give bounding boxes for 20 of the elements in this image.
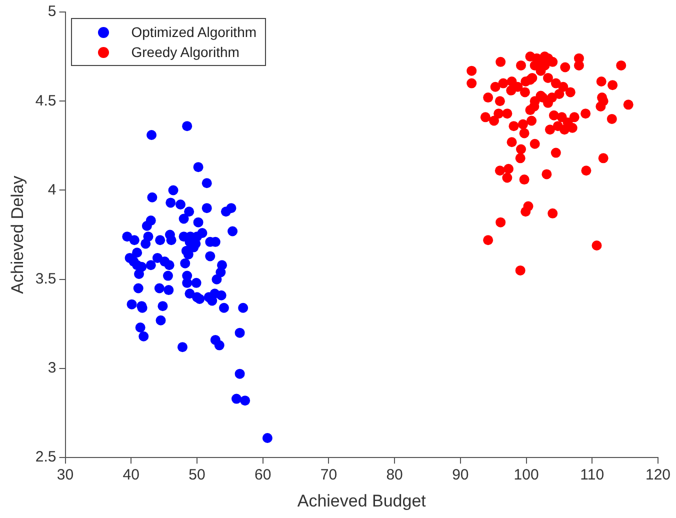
- y-tick-label: 5: [48, 3, 56, 20]
- x-tick-label: 40: [122, 466, 140, 484]
- x-tick-label: 30: [56, 466, 74, 484]
- y-tick-label: 3.5: [35, 270, 56, 288]
- x-tick-label: 120: [645, 466, 671, 484]
- y-axis-title: Achieved Delay: [8, 175, 27, 294]
- legend-label: Optimized Algorithm: [131, 24, 257, 40]
- y-tick-label: 4: [48, 181, 56, 198]
- x-tick-label: 80: [386, 466, 403, 484]
- x-tick-label: 70: [320, 466, 338, 484]
- y-tick-label: 2.5: [35, 448, 56, 466]
- x-tick-label: 90: [452, 466, 469, 484]
- legend-label: Greedy Algorithm: [131, 44, 240, 60]
- x-tick-label: 100: [514, 466, 539, 484]
- x-tick-label: 110: [580, 466, 604, 484]
- x-axis-title: Achieved Budget: [297, 491, 426, 510]
- y-tick-label: 4.5: [35, 92, 56, 110]
- x-tick-label: 50: [188, 466, 206, 484]
- x-tick-label: 60: [254, 466, 272, 484]
- y-tick-label: 3: [48, 360, 56, 377]
